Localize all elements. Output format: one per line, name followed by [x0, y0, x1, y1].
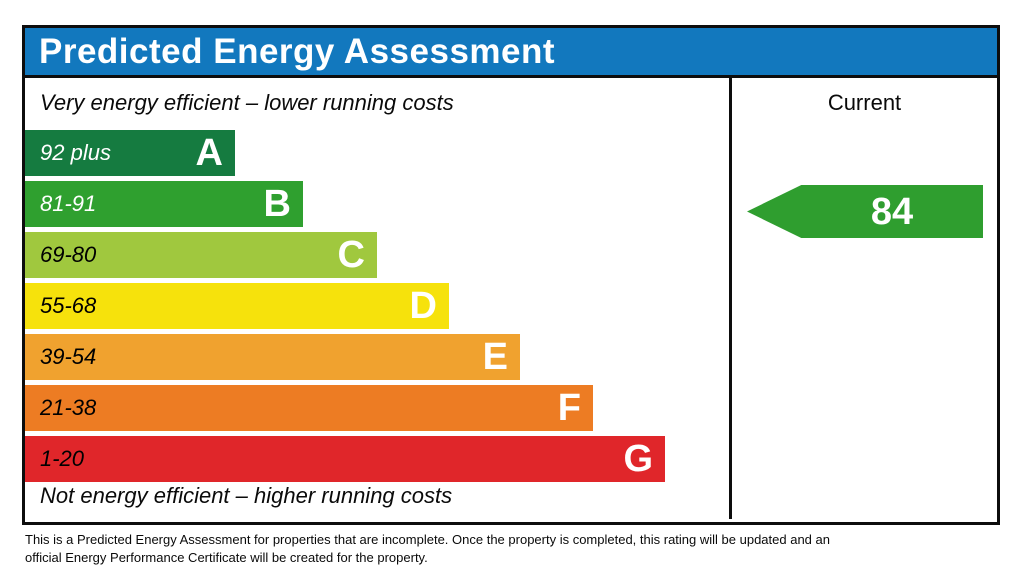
rating-band-row: 39-54 E [25, 334, 520, 380]
current-column-header: Current [827, 90, 902, 115]
rating-band-row: 21-38 F [25, 385, 593, 431]
band-letter: D [409, 285, 437, 327]
band-letter: G [623, 438, 653, 480]
current-rating-arrow: 84 [747, 185, 983, 238]
rating-band-row: 81-91 B [25, 181, 303, 227]
band-range-label: 92 plus [40, 140, 111, 165]
band-letter: B [263, 183, 291, 225]
band-letter: E [482, 336, 508, 378]
band-letter: C [337, 234, 365, 276]
band-letter: F [557, 387, 581, 429]
band-range-label: 1-20 [40, 446, 85, 471]
footer-line-1: This is a Predicted Energy Assessment fo… [25, 532, 830, 547]
rating-chart: Very energy efficient – lower running co… [25, 78, 732, 519]
band-range-label: 21-38 [40, 395, 97, 420]
band-range-label: 55-68 [40, 293, 97, 318]
band-letter: A [195, 132, 223, 174]
bottom-caption: Not energy efficient – higher running co… [40, 483, 453, 508]
current-rating-value: 84 [870, 190, 914, 233]
rating-band-row: 69-80 C [25, 232, 377, 278]
rating-band-row: 1-20 G [25, 436, 665, 482]
rating-band-row: 92 plus A [25, 130, 235, 176]
current-column: Current 84 [732, 78, 997, 519]
panel-body: Very energy efficient – lower running co… [25, 78, 997, 519]
top-caption: Very energy efficient – lower running co… [40, 90, 454, 115]
panel-title: Predicted Energy Assessment [39, 31, 556, 71]
energy-assessment-panel: Predicted Energy Assessment Very energy … [22, 25, 1000, 525]
footer-line-2: official Energy Performance Certificate … [25, 550, 428, 565]
rating-bands: 92 plus A 81-91 B 69-80 C 55-68 D 39-54 … [25, 130, 729, 487]
band-range-label: 81-91 [40, 191, 97, 216]
band-range-label: 69-80 [40, 242, 97, 267]
band-range-label: 39-54 [40, 344, 97, 369]
footer-note: This is a Predicted Energy Assessment fo… [25, 531, 835, 567]
rating-band-row: 55-68 D [25, 283, 449, 329]
panel-header: Predicted Energy Assessment [25, 28, 997, 78]
